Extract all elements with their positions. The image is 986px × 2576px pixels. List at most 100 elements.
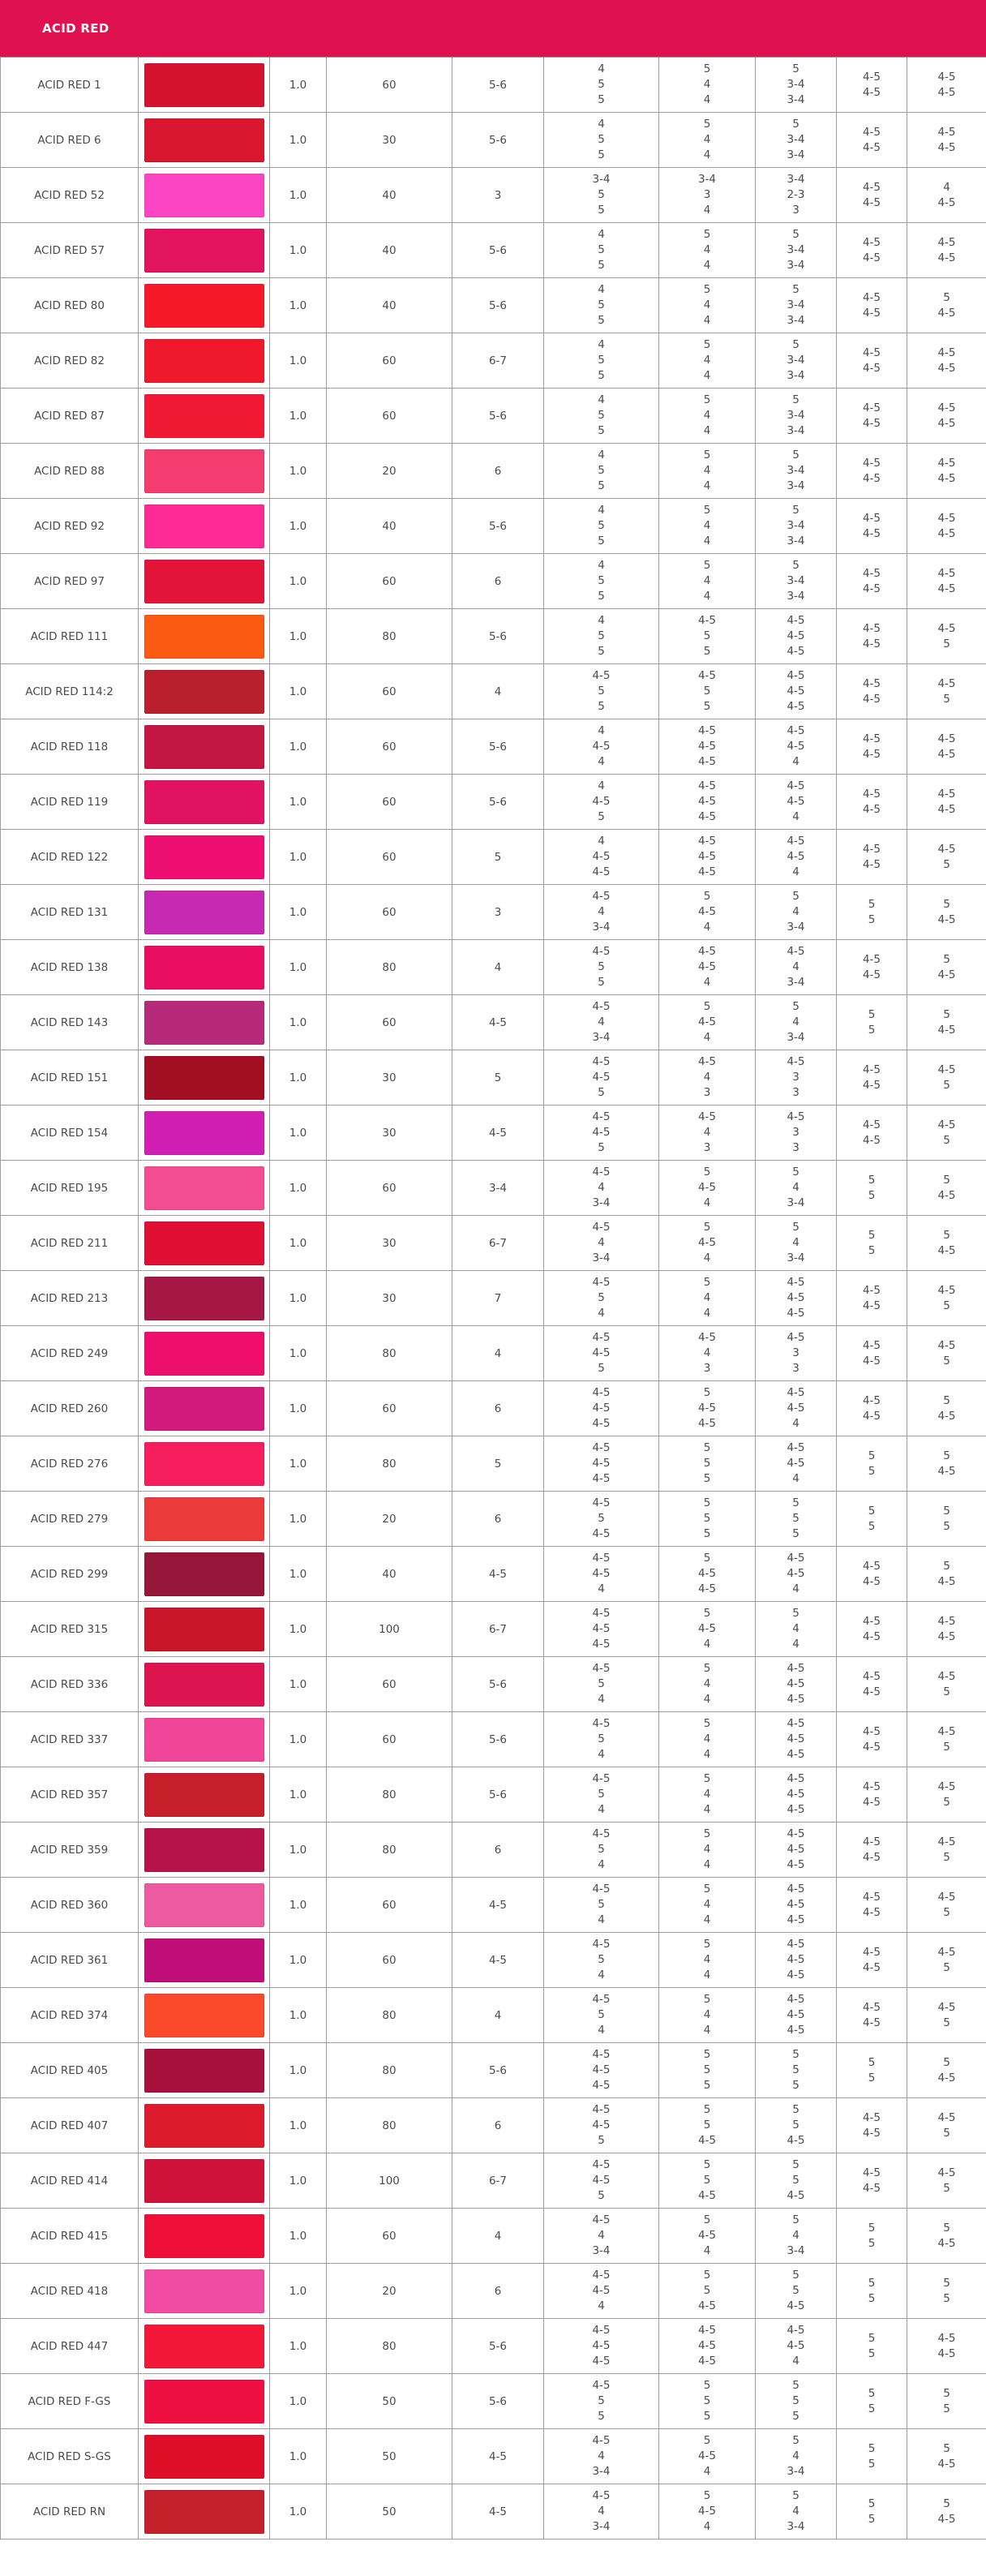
rating-value: 4-5 bbox=[787, 1662, 805, 1675]
rating-value: 5 bbox=[943, 2221, 950, 2235]
fabric-swatch bbox=[144, 779, 264, 824]
rating-cell-e: 5 4 4 bbox=[658, 1932, 756, 1988]
swatch-wrap bbox=[139, 2099, 269, 2153]
rating-value: 4 bbox=[703, 519, 711, 532]
rating-stack: 4-5 4-5 bbox=[838, 621, 907, 652]
rating-stack: 5 5 4-5 bbox=[660, 2157, 755, 2204]
rating-stack: 4-5 5 bbox=[908, 621, 986, 652]
rating-value: 4-5 bbox=[592, 1567, 611, 1580]
rating-stack: 5 4 3-4 bbox=[757, 1165, 836, 1211]
rating-stack: 4-5 4 3-4 bbox=[757, 944, 836, 990]
rating-stack: 4-5 4-5 4 bbox=[545, 2268, 658, 2314]
rating-value: 4-5 bbox=[697, 1582, 717, 1595]
rating-value: 4-5 bbox=[787, 614, 805, 627]
rating-value: 4-5 bbox=[862, 1629, 881, 1643]
rating-stack: 4-5 4-5 bbox=[838, 456, 907, 487]
value-cell-b: 80 bbox=[326, 2318, 452, 2374]
rating-stack: 3-4 3 4 bbox=[660, 172, 755, 218]
dye-name-cell: ACID RED 336 bbox=[0, 1656, 139, 1712]
rating-cell-h: 4-5 5 bbox=[907, 608, 986, 664]
rating-cell-f: 4-5 4-5 4 bbox=[755, 1380, 837, 1436]
rating-stack: 4-5 4-5 bbox=[838, 1614, 907, 1645]
rating-value: 5 bbox=[598, 354, 605, 367]
dye-name-cell: ACID RED 415 bbox=[0, 2208, 139, 2264]
rating-value: 4 bbox=[792, 1015, 800, 1028]
rating-value: 5 bbox=[943, 2291, 950, 2305]
value-cell-c: 5-6 bbox=[452, 1656, 544, 1712]
rating-stack: 4-5 5 bbox=[908, 1063, 986, 1093]
rating-value: 4-5 bbox=[862, 1409, 881, 1423]
swatch-wrap bbox=[139, 2320, 269, 2373]
value-cell-b: 60 bbox=[326, 388, 452, 444]
table-row: ACID RED 360 1.0 60 4-5 4-5 5 4 5 4 4 4-5 4-5 4-5 4-5… bbox=[0, 1877, 986, 1933]
value-cell-a: 1.0 bbox=[269, 2153, 327, 2209]
fabric-swatch bbox=[144, 2213, 264, 2258]
rating-value: 4-5 bbox=[787, 1307, 805, 1320]
value-cell-a: 1.0 bbox=[269, 1491, 327, 1547]
rating-value: 5 bbox=[943, 1905, 950, 1919]
dye-name-cell: ACID RED 97 bbox=[0, 553, 139, 609]
rating-value: 5 bbox=[792, 1496, 800, 1509]
rating-value: 4-5 bbox=[697, 1015, 717, 1028]
rating-value: 5 bbox=[703, 1662, 711, 1675]
rating-value: 4 bbox=[598, 1236, 605, 1249]
swatch-wrap bbox=[139, 1437, 269, 1491]
rating-stack: 5 4-5 4 bbox=[660, 2213, 755, 2259]
dye-name-cell: ACID RED 357 bbox=[0, 1767, 139, 1823]
swatch-wrap bbox=[139, 1768, 269, 1822]
rating-value: 4-5 bbox=[862, 1890, 881, 1904]
rating-value: 4-5 bbox=[937, 401, 956, 414]
fabric-swatch bbox=[144, 504, 264, 548]
dye-name-cell: ACID RED 138 bbox=[0, 939, 139, 995]
rating-stack: 5 4-5 bbox=[908, 952, 986, 983]
rating-value: 3-4 bbox=[787, 519, 805, 532]
rating-cell-g: 4-5 4-5 bbox=[836, 829, 907, 885]
rating-cell-d: 4 5 5 bbox=[543, 608, 659, 664]
rating-value: 4-5 bbox=[592, 2158, 611, 2171]
value-cell-c: 5-6 bbox=[452, 112, 544, 168]
rating-value: 4-5 bbox=[787, 2134, 805, 2147]
rating-value: 4-5 bbox=[937, 1945, 956, 1959]
rating-cell-d: 4-5 5 4 bbox=[543, 1822, 659, 1878]
rating-cell-h: 4-5 4-5 bbox=[907, 112, 986, 168]
rating-value: 4-5 bbox=[697, 669, 717, 682]
rating-cell-h: 5 4-5 bbox=[907, 2042, 986, 2098]
rating-cell-f: 5 3-4 3-4 bbox=[755, 553, 837, 609]
rating-value: 5 bbox=[868, 2497, 876, 2510]
rating-value: 4-5 bbox=[787, 1803, 805, 1816]
swatch-wrap bbox=[139, 1161, 269, 1215]
rating-cell-h: 4-5 5 bbox=[907, 1270, 986, 1326]
swatch-wrap bbox=[139, 1713, 269, 1767]
swatch-wrap bbox=[139, 831, 269, 884]
rating-value: 4-5 bbox=[862, 1354, 881, 1367]
rating-value: 4-5 bbox=[697, 2449, 717, 2462]
rating-cell-g: 4-5 4-5 bbox=[836, 719, 907, 775]
rating-stack: 4-5 4-5 bbox=[838, 2000, 907, 2031]
section-title: ACID RED bbox=[42, 21, 109, 36]
rating-value: 4-5 bbox=[862, 747, 881, 761]
rating-cell-g: 4-5 4-5 bbox=[836, 608, 907, 664]
rating-stack: 4-5 4-5 bbox=[838, 787, 907, 818]
rating-stack: 4 5 5 bbox=[545, 337, 658, 384]
rating-value: 4-5 bbox=[862, 1740, 881, 1754]
value-cell-b: 60 bbox=[326, 994, 452, 1050]
rating-value: 5 bbox=[868, 1188, 876, 1202]
rating-stack: 4-5 5 5 bbox=[545, 944, 658, 990]
rating-value: 4-5 bbox=[937, 70, 956, 84]
swatch-cell bbox=[138, 2208, 270, 2264]
rating-stack: 4-5 4-5 5 bbox=[545, 2157, 658, 2204]
rating-value: 4-5 bbox=[787, 645, 805, 658]
value-cell-a: 1.0 bbox=[269, 57, 327, 113]
fabric-swatch bbox=[144, 1331, 264, 1376]
swatch-cell bbox=[138, 1050, 270, 1106]
rating-cell-h: 5 4-5 bbox=[907, 884, 986, 940]
table-row: ACID RED S-GS 1.0 50 4-5 4-5 4 3-4 5 4-5 4 5 4 3-4 5 5… bbox=[0, 2428, 986, 2484]
rating-value: 4-5 bbox=[697, 850, 717, 863]
rating-stack: 4-5 4 3 bbox=[660, 1054, 755, 1101]
rating-stack: 5 4 4 bbox=[660, 1661, 755, 1707]
rating-value: 4-5 bbox=[787, 1843, 805, 1856]
rating-cell-f: 4-5 4-5 4-5 bbox=[755, 1711, 837, 1767]
